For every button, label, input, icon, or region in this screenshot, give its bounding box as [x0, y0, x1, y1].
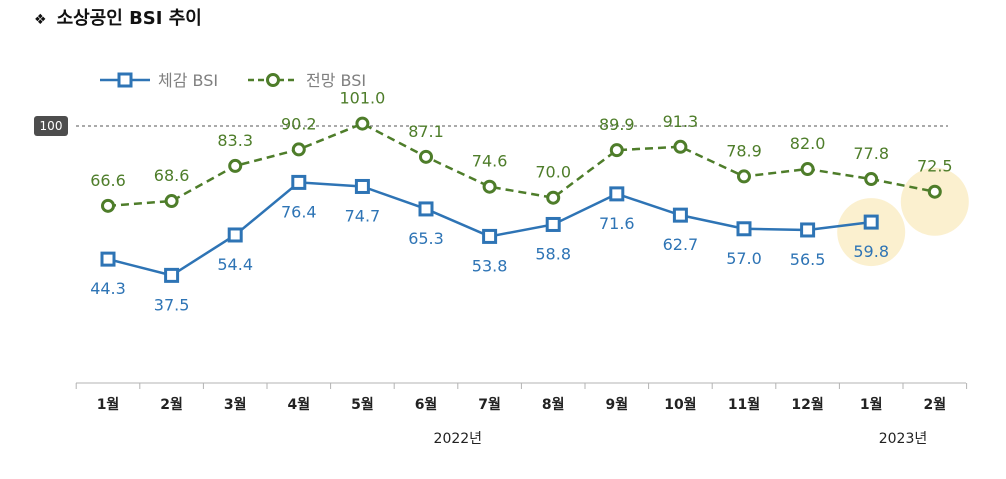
legend-outlook-label: 전망 BSI: [306, 71, 366, 90]
current-point: [100, 251, 116, 267]
outlook-data-label: 72.5: [917, 157, 953, 176]
x-tick-label: 2월: [923, 396, 946, 413]
x-tick-label: 7월: [478, 396, 501, 413]
outlook-data-label: 78.9: [726, 141, 762, 160]
current-point: [736, 221, 752, 237]
x-tick-label: 8월: [542, 396, 565, 413]
outlook-data-label: 89.9: [599, 115, 635, 134]
current-data-label: 57.0: [726, 249, 762, 268]
highlight-circle: [837, 198, 906, 267]
current-point: [354, 178, 370, 194]
current-point: [227, 227, 243, 243]
chart-title: ❖ 소상공인 BSI 추이: [34, 4, 202, 30]
outlook-point: [673, 139, 688, 154]
x-tick-label: 6월: [415, 396, 438, 413]
chart-title-text: 소상공인 BSI 추이: [56, 8, 202, 29]
outlook-point: [228, 158, 243, 173]
outlook-series-line: [107, 122, 936, 208]
outlook-point: [800, 162, 815, 177]
outlook-data-label: 101.0: [339, 89, 385, 108]
current-data-label: 59.8: [853, 242, 889, 261]
current-point: [291, 174, 307, 190]
x-tick-label: 11월: [728, 396, 760, 413]
current-data-label: 44.3: [90, 279, 126, 298]
x-tick-label: 10월: [664, 396, 696, 413]
x-tick-label: 9월: [605, 396, 628, 413]
outlook-data-label: 90.2: [281, 114, 317, 133]
current-point: [800, 222, 816, 238]
outlook-data-label: 70.0: [535, 163, 571, 182]
outlook-point: [482, 179, 497, 194]
current-point: [164, 267, 180, 283]
x-tick-label: 1월: [97, 396, 120, 413]
current-data-label: 37.5: [154, 295, 190, 314]
highlight-circle: [900, 167, 969, 236]
current-data-label: 71.6: [599, 214, 635, 233]
current-data-label: 53.8: [472, 256, 508, 275]
year-label-2022: 2022년: [434, 431, 483, 447]
current-point: [863, 214, 879, 230]
x-tick-label: 12월: [791, 396, 823, 413]
current-data-label: 56.5: [790, 250, 826, 269]
reference-label: 100: [40, 119, 63, 133]
outlook-data-label: 77.8: [853, 144, 889, 163]
x-tick-label: 4월: [287, 396, 310, 413]
outlook-data-label: 68.6: [154, 166, 190, 185]
outlook-data-label: 74.6: [472, 152, 508, 171]
outlook-point: [737, 169, 751, 184]
x-tick-label: 5월: [351, 396, 374, 413]
outlook-point: [609, 143, 624, 158]
legend-current-marker: [117, 72, 133, 88]
outlook-point: [864, 172, 879, 187]
current-point: [418, 201, 434, 217]
current-point: [672, 207, 688, 223]
outlook-data-label: 91.3: [663, 112, 699, 131]
outlook-point: [101, 198, 115, 213]
outlook-data-label: 66.6: [90, 171, 126, 190]
outlook-point: [419, 149, 433, 164]
outlook-point: [927, 184, 942, 199]
outlook-data-label: 82.0: [790, 134, 826, 153]
outlook-data-label: 83.3: [217, 131, 253, 150]
year-label-2023: 2023년: [879, 431, 928, 447]
outlook-point: [546, 190, 561, 205]
current-point: [545, 216, 561, 232]
outlook-point: [355, 116, 370, 131]
outlook-point: [164, 194, 179, 209]
current-point: [482, 228, 498, 244]
reference-badge: [34, 116, 68, 136]
x-tick-label: 3월: [224, 396, 247, 413]
current-data-label: 76.4: [281, 202, 317, 221]
outlook-point: [291, 142, 306, 157]
legend-outlook-marker: [266, 73, 280, 87]
x-tick-label: 1월: [860, 396, 883, 413]
outlook-data-label: 87.1: [408, 122, 444, 141]
current-data-label: 58.8: [535, 244, 571, 263]
current-data-label: 62.7: [663, 235, 699, 254]
legend-current-label: 체감 BSI: [158, 71, 218, 90]
x-tick-label: 2월: [160, 396, 183, 413]
diamond-bullet-icon: ❖: [34, 12, 47, 28]
current-data-label: 74.7: [345, 206, 381, 225]
current-data-label: 54.4: [217, 255, 253, 274]
current-point: [609, 186, 625, 202]
current-data-label: 65.3: [408, 229, 444, 248]
